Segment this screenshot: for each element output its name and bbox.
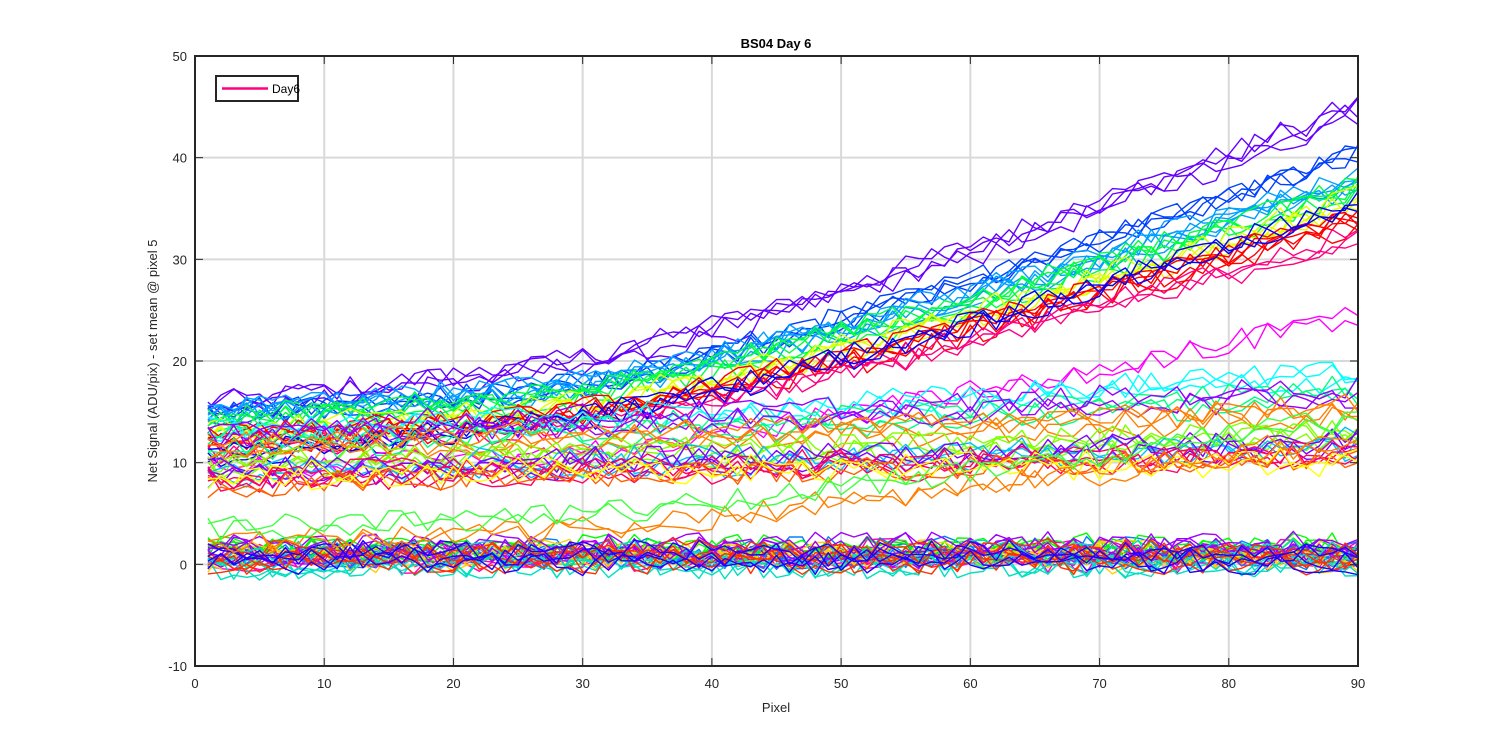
series-line (207, 196, 1359, 448)
series-line (207, 552, 1359, 581)
series-line (207, 403, 1359, 457)
x-tick-label: 40 (705, 676, 719, 691)
y-tick-label: 10 (173, 456, 187, 471)
series-lines (207, 96, 1359, 581)
series-line (207, 420, 1359, 474)
series-line (207, 539, 1359, 564)
y-tick-labels: -10 0 10 20 30 40 50 (168, 49, 187, 674)
x-tick-labels: 0 10 20 30 40 50 60 70 80 90 (191, 676, 1365, 691)
y-tick-label: -10 (168, 659, 187, 674)
series-line (207, 375, 1359, 445)
series-line (207, 361, 1359, 441)
x-tick-label: 80 (1222, 676, 1236, 691)
legend: Day6 (215, 75, 300, 102)
series-line (207, 411, 1359, 532)
series-line (207, 447, 1359, 499)
series-line (207, 191, 1359, 468)
chart-title: BS04 Day 6 (741, 36, 812, 51)
series-line (207, 167, 1359, 411)
tick-marks (194, 55, 1359, 667)
series-line (207, 548, 1359, 575)
y-axis-label: Net Signal (ADU/pix) - set mean @ pixel … (145, 240, 160, 483)
x-tick-label: 20 (446, 676, 460, 691)
y-tick-label: 30 (173, 252, 187, 267)
series-line (207, 393, 1359, 456)
x-tick-label: 0 (191, 676, 198, 691)
series-line (207, 177, 1359, 427)
series-line (207, 376, 1359, 438)
series-line (207, 551, 1359, 577)
y-tick-label: 50 (173, 49, 187, 64)
x-tick-label: 10 (317, 676, 331, 691)
series-line (207, 438, 1359, 554)
series-line (207, 415, 1359, 541)
x-tick-label: 70 (1092, 676, 1106, 691)
series-line (207, 537, 1359, 565)
series-line (207, 182, 1359, 434)
x-axis-label: Pixel (762, 700, 790, 715)
x-tick-label: 60 (963, 676, 977, 691)
y-tick-label: 40 (173, 151, 187, 166)
x-tick-label: 50 (834, 676, 848, 691)
series-line (207, 388, 1359, 461)
x-tick-label: 90 (1351, 676, 1365, 691)
series-line (207, 447, 1359, 498)
series-line (207, 388, 1358, 450)
series-line (207, 447, 1359, 485)
y-tick-label: 20 (173, 354, 187, 369)
series-line (207, 541, 1359, 567)
series-line (207, 96, 1359, 410)
plot-area (194, 55, 1359, 667)
series-line (207, 179, 1359, 420)
legend-label-day6: Day6 (272, 82, 300, 96)
series-line (207, 97, 1359, 410)
x-tick-label: 30 (575, 676, 589, 691)
series-line (207, 434, 1359, 549)
series-line (207, 546, 1359, 572)
y-tick-label: 0 (180, 557, 187, 572)
series-line (207, 104, 1359, 415)
